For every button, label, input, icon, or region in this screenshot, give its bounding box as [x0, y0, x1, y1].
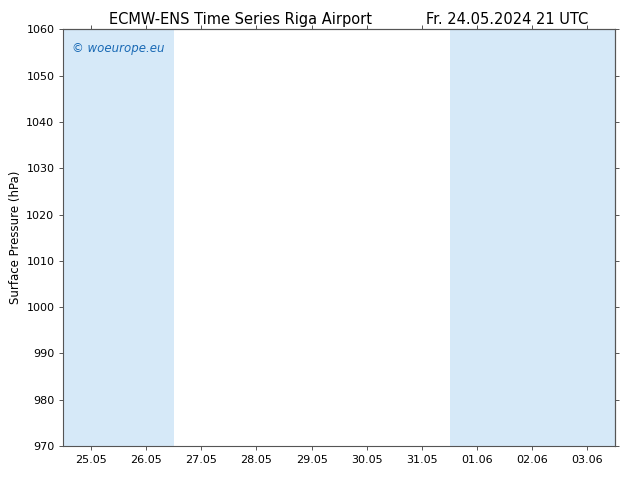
Bar — [560, 29, 615, 446]
Text: ECMW-ENS Time Series Riga Airport: ECMW-ENS Time Series Riga Airport — [110, 12, 372, 27]
Y-axis label: Surface Pressure (hPa): Surface Pressure (hPa) — [9, 171, 22, 304]
Text: Fr. 24.05.2024 21 UTC: Fr. 24.05.2024 21 UTC — [426, 12, 588, 27]
Bar — [119, 29, 174, 446]
Bar — [63, 29, 119, 446]
Text: © woeurope.eu: © woeurope.eu — [72, 42, 164, 55]
Bar — [450, 29, 505, 446]
Bar — [505, 29, 560, 446]
